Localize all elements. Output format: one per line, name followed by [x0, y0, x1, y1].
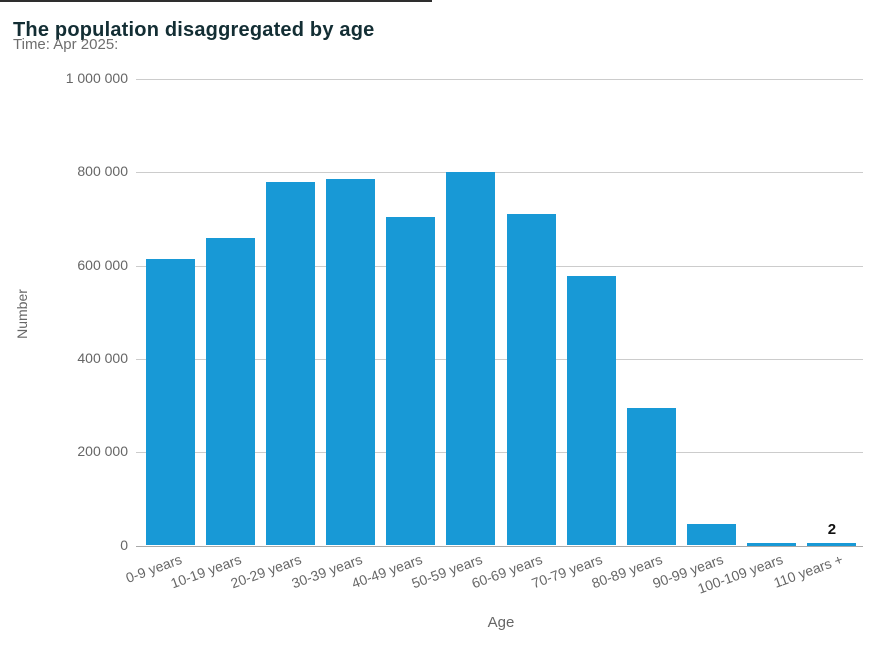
data-label-110-years-plus: 2	[827, 520, 837, 538]
chart-title: The population disaggregated by age	[13, 19, 375, 42]
bar-90-99-years[interactable]	[687, 524, 737, 546]
screenshot-artifact-strip	[0, 0, 432, 2]
y-tick-label: 400 000	[77, 349, 128, 366]
x-axis-line	[136, 545, 863, 547]
gridline	[136, 265, 863, 267]
gridline	[136, 172, 863, 174]
y-tick-label: 1 000 000	[65, 70, 128, 86]
gridline	[136, 452, 863, 454]
y-tick-label: 600 000	[77, 256, 128, 273]
x-tick-label-110-years-plus: 110 years +	[771, 551, 846, 591]
y-tick-label: 0	[120, 536, 128, 553]
y-tick-label: 200 000	[77, 443, 128, 460]
y-tick-label: 800 000	[77, 163, 128, 180]
bar-100-109-years[interactable]	[747, 542, 797, 546]
bar-110-years-plus[interactable]	[807, 542, 857, 546]
bar-60-69-years[interactable]	[506, 214, 556, 546]
bar-50-59-years[interactable]	[446, 172, 496, 546]
bar-20-29-years[interactable]	[265, 181, 315, 546]
gridline	[136, 79, 863, 80]
bar-70-79-years[interactable]	[566, 275, 616, 546]
bar-40-49-years[interactable]	[386, 216, 436, 546]
gridline	[136, 358, 863, 360]
bar-80-89-years[interactable]	[626, 407, 676, 546]
bar-0-9-years[interactable]	[145, 258, 195, 546]
bar-10-19-years[interactable]	[205, 237, 255, 546]
x-axis-title: Age	[487, 614, 515, 631]
chart-subtitle: Time: Apr 2025:	[13, 36, 119, 53]
bar-30-39-years[interactable]	[326, 179, 376, 546]
